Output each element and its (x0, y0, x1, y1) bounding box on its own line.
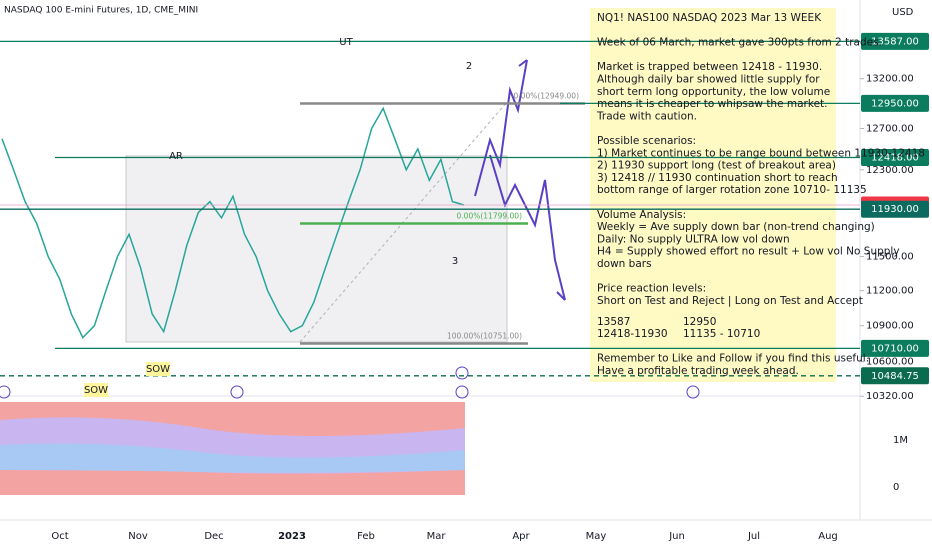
note-table-cell: 12950 (683, 316, 716, 328)
note-line: NQ1! NAS100 NASDAQ 2023 Mar 13 WEEK (597, 12, 822, 24)
note-line: Week of 06 March, market gave 300pts fro… (597, 37, 882, 49)
arrow-head (556, 291, 566, 301)
note-line: Trade with caution. (596, 110, 697, 122)
time-tick-label: Aug (818, 531, 838, 542)
note-line: bottom range of larger rotation zone 107… (597, 184, 867, 196)
time-tick-label: Nov (128, 531, 148, 542)
note-line: down bars (597, 258, 652, 270)
time-tick-label: Mar (427, 531, 447, 542)
time-tick-label: May (586, 531, 607, 542)
price-axis: 13200.00 12700.00 12300.00 11500.00 11200.00… (860, 74, 914, 402)
note-line: Weekly = Ave supply down bar (non-trend … (597, 221, 875, 233)
price-tag-bg (861, 32, 929, 50)
note-line: Price reaction levels: (597, 283, 706, 295)
volume-tick-label: 1M (893, 435, 908, 446)
price-tag-label: 12950.00 (871, 98, 919, 109)
arrow-head (518, 59, 528, 67)
note-line: Short on Test and Reject | Long on Test … (597, 295, 863, 307)
annotation: SOW (84, 385, 108, 396)
time-tick-label: Oct (51, 531, 68, 542)
price-tick-label: 10900.00 (866, 321, 914, 332)
note-line: H4 = Supply showed effort no result + Lo… (597, 246, 900, 258)
note-line: Have a profitable trading week ahead. (597, 365, 799, 377)
price-tag-label: 10484.75 (871, 371, 919, 382)
price-tick-label: 13200.00 (866, 74, 914, 85)
price-tag: 12418.00 (861, 148, 929, 166)
note-line: Daily: No supply ULTRA low vol down (597, 233, 790, 245)
event-icon (455, 385, 469, 399)
price-tick-label: 12700.00 (866, 124, 914, 135)
event-icon (455, 366, 469, 380)
event-icon (686, 385, 700, 399)
note-line: short term long opportunity, the low vol… (597, 86, 830, 98)
volume-tick-label: 0 (893, 482, 899, 493)
fib-label: 0.00%(12949.00) (514, 91, 580, 100)
price-tag-bg (861, 200, 929, 218)
note-line: Market is trapped between 12418 - 11930. (597, 61, 822, 73)
price-line (1, 106, 465, 339)
time-tick-label: 2023 (278, 531, 306, 542)
note-line: 3) 12418 // 11930 continuation short to … (597, 172, 838, 184)
price-tag-bg (861, 367, 929, 385)
note-text: NQ1! NAS100 NASDAQ 2023 Mar 13 WEEK Week … (596, 12, 925, 377)
currency: USD (892, 7, 914, 18)
note-table-cell: 13587 (597, 316, 630, 328)
annotation: SOW (146, 364, 170, 375)
price-tick-label: 12300.00 (866, 165, 914, 176)
event-icons (0, 366, 700, 399)
note-line: Although daily bar showed little supply … (597, 74, 820, 86)
annotation: AR (169, 151, 183, 162)
price-tag: 13587.00 (861, 32, 929, 50)
price-tag: 10710.00 (861, 339, 929, 357)
price-tick-label: 10320.00 (866, 391, 914, 402)
time-tick-label: Dec (204, 531, 223, 542)
time-tick-label: Apr (512, 531, 530, 542)
event-icon (0, 385, 11, 399)
note-line: 1) Market continues to be range bound be… (597, 147, 925, 159)
range-box (125, 155, 508, 343)
note-line: Possible scenarios: (597, 135, 696, 147)
price-tag-bg (861, 339, 929, 357)
price-tick-label: 10600.00 (866, 357, 914, 368)
note-line: Volume Analysis: (597, 209, 686, 221)
price-tag-bg (861, 94, 929, 112)
price-tick-label: 11500.00 (866, 252, 914, 263)
event-icon (230, 385, 244, 399)
price-tag-label: 12418.00 (871, 152, 919, 163)
fib-diagonal (299, 101, 508, 343)
annotation-bg (146, 362, 170, 376)
annotation: 2 (466, 61, 472, 72)
note-box (590, 8, 836, 382)
price-tag-label: 13587.00 (871, 36, 919, 47)
fib-label: 0.00%(11799.00) (457, 211, 523, 220)
note-table-cell: 12418-11930 (597, 328, 668, 340)
price-tag: 11930.00 (861, 200, 929, 218)
price-tag: 12950.00 (861, 94, 929, 112)
price-tag-label: 11930.00 (871, 204, 919, 215)
price-tag: 10484.75 (861, 367, 929, 385)
time-tick-label: Jun (668, 531, 685, 542)
annotation: 3 (452, 256, 458, 267)
price-tag-label: 10710.00 (871, 343, 919, 354)
time-tick-label: Jul (747, 531, 760, 542)
annotation-bg (84, 383, 108, 397)
scenario-arrow-up (474, 59, 528, 197)
volume-band-inner (0, 443, 465, 473)
fib-label: 100.00%(10751.00) (447, 331, 522, 340)
price-tag-bg (861, 148, 929, 166)
note-table-cell: 11135 - 10710 (683, 328, 760, 340)
time-tick-label: Feb (357, 531, 375, 542)
note-line: 2) 11930 support long (test of breakout … (597, 160, 836, 172)
price-tick-label: 11200.00 (866, 286, 914, 297)
note-line: Remember to Like and Follow if you find … (597, 353, 869, 365)
symbol-title: NASDAQ 100 E-mini Futures, 1D, CME_MINI (4, 6, 198, 16)
annotation: UT (339, 37, 353, 48)
note-line: means it is cheaper to whipsaw the marke… (597, 98, 828, 110)
